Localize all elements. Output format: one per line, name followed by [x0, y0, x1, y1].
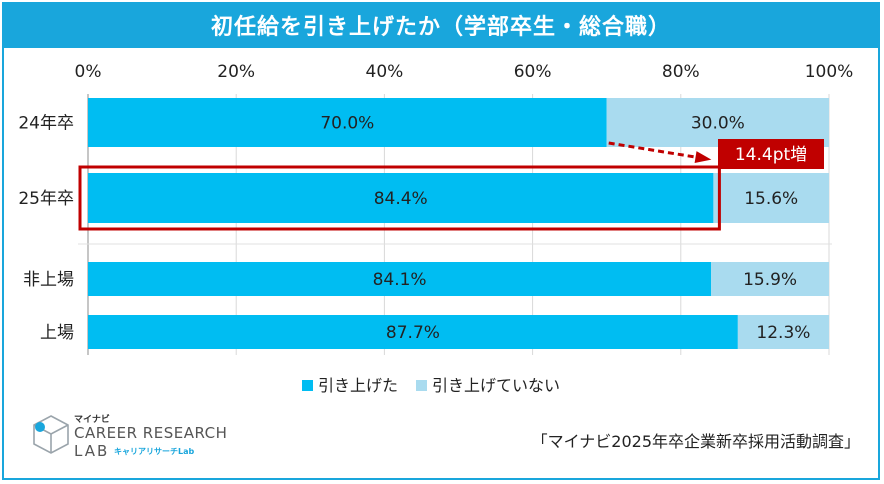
data-label: 84.4% [374, 189, 428, 209]
category-label: 非上場 [23, 270, 74, 290]
x-tick-label: 40% [366, 62, 404, 82]
x-tick-label: 0% [75, 62, 102, 82]
bar-raised [88, 315, 738, 349]
bar-raised [88, 173, 714, 223]
career-research-lab-logo: マイナビ CAREER RESEARCH LAB キャリアリサーチLab [30, 412, 230, 462]
data-label: 84.1% [373, 270, 427, 290]
bar-not-raised [606, 98, 829, 147]
logo-line2: LAB [74, 442, 110, 460]
increase-callout-box [718, 139, 824, 169]
data-label: 70.0% [320, 114, 374, 134]
legend-swatch [416, 380, 427, 391]
chart-title: 初任給を引き上げたか（学部卒生・総合職） [2, 2, 880, 48]
bar-raised [88, 262, 712, 296]
bar-not-raised [737, 315, 829, 349]
increase-arrow-head [694, 151, 712, 164]
cube-logo-icon [33, 415, 69, 454]
increase-arrow-line [608, 141, 708, 161]
logo-line1: CAREER RESEARCH [74, 424, 228, 442]
data-label: 15.6% [744, 189, 798, 209]
x-tick-label: 80% [662, 62, 700, 82]
highlight-box [78, 165, 721, 231]
data-label: 12.3% [756, 323, 810, 343]
bar-not-raised [713, 173, 829, 223]
bar-raised [88, 98, 607, 147]
x-tick-label: 60% [514, 62, 552, 82]
legend-label: 引き上げた [318, 376, 398, 395]
category-label: 24年卒 [18, 114, 74, 134]
increase-callout-text: 14.4pt増 [735, 145, 807, 165]
x-tick-label: 100% [805, 62, 854, 82]
bar-not-raised [711, 262, 829, 296]
category-label: 上場 [40, 323, 74, 343]
category-label: 25年卒 [18, 189, 74, 209]
x-tick-label: 20% [217, 62, 255, 82]
logo-kana-bottom: キャリアリサーチLab [114, 447, 195, 456]
legend-swatch [302, 380, 313, 391]
legend-label: 引き上げていない [432, 376, 560, 395]
data-label: 30.0% [691, 114, 745, 134]
data-label: 15.9% [743, 270, 797, 290]
data-label: 87.7% [386, 323, 440, 343]
logo-kana-top: マイナビ [74, 415, 110, 425]
source-note: 「マイナビ2025年卒企業新卒採用活動調査」 [531, 432, 860, 451]
